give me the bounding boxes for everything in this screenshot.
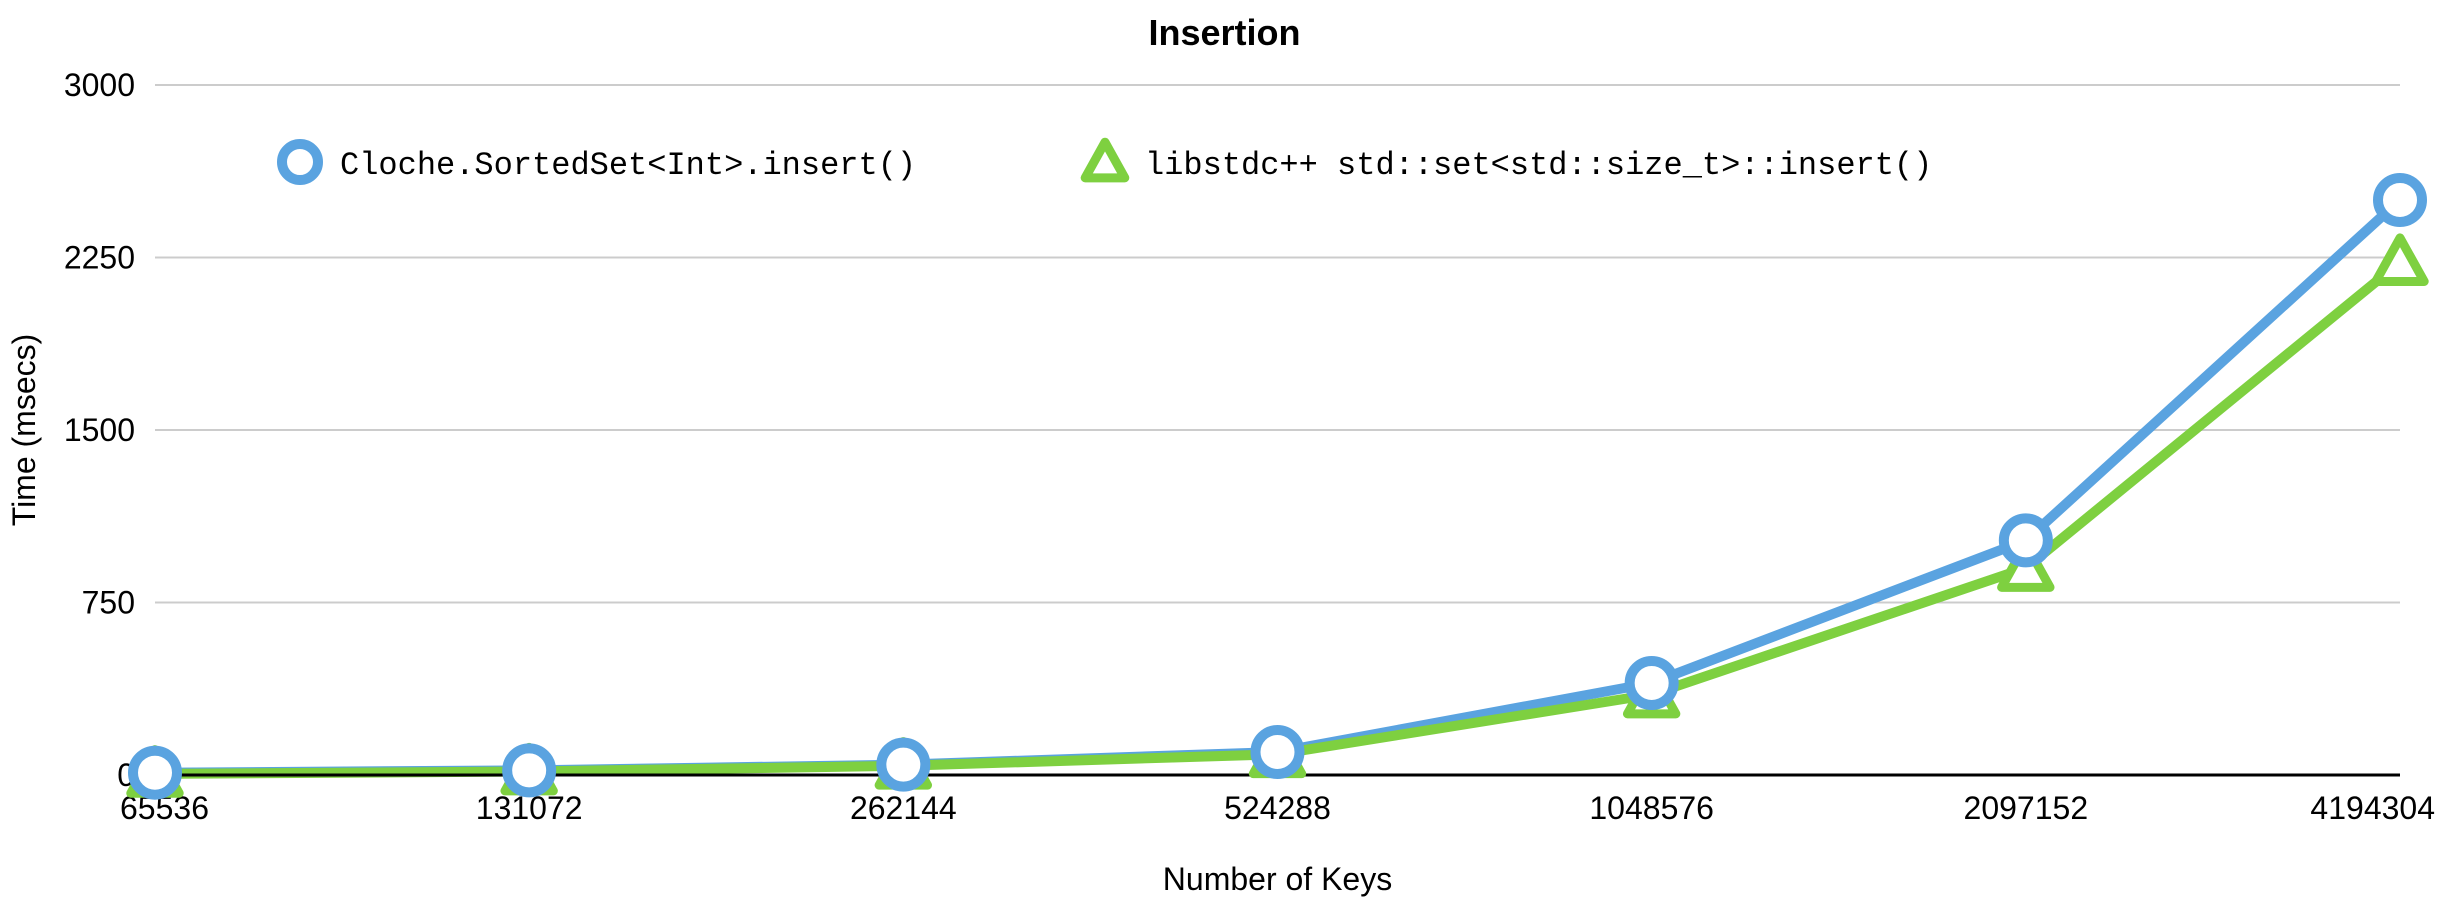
legend-marker-circle xyxy=(282,144,318,180)
marker-circle xyxy=(507,748,551,792)
y-tick-label: 3000 xyxy=(64,67,135,103)
marker-circle xyxy=(2378,178,2422,222)
x-axis-label: Number of Keys xyxy=(1163,861,1392,897)
x-tick-label: 4194304 xyxy=(2310,790,2435,826)
x-tick-label: 1048576 xyxy=(1589,790,1714,826)
legend-label: libstdc++ std::set<std::size_t>::insert(… xyxy=(1145,147,1932,184)
marker-circle xyxy=(2004,518,2048,562)
x-tick-label: 524288 xyxy=(1224,790,1331,826)
legend-label: Cloche.SortedSet<Int>.insert() xyxy=(340,147,916,184)
chart-svg: Insertion0750150022503000655361310722621… xyxy=(0,0,2449,910)
marker-circle xyxy=(1630,661,1674,705)
y-tick-label: 1500 xyxy=(64,412,135,448)
marker-circle xyxy=(133,751,177,795)
legend: Cloche.SortedSet<Int>.insert() libstdc++ … xyxy=(282,142,1932,184)
marker-circle xyxy=(1256,730,1300,774)
x-tick-label: 262144 xyxy=(850,790,957,826)
x-tick-label: 2097152 xyxy=(1964,790,2089,826)
insertion-chart: Insertion0750150022503000655361310722621… xyxy=(0,0,2449,910)
chart-title: Insertion xyxy=(1148,12,1300,53)
legend-item: libstdc++ std::set<std::size_t>::insert(… xyxy=(1085,142,1932,184)
legend-item: Cloche.SortedSet<Int>.insert() xyxy=(282,144,916,184)
marker-circle xyxy=(881,743,925,787)
y-axis-label: Time (msecs) xyxy=(6,334,42,527)
y-tick-label: 750 xyxy=(82,585,135,621)
y-tick-label: 2250 xyxy=(64,240,135,276)
